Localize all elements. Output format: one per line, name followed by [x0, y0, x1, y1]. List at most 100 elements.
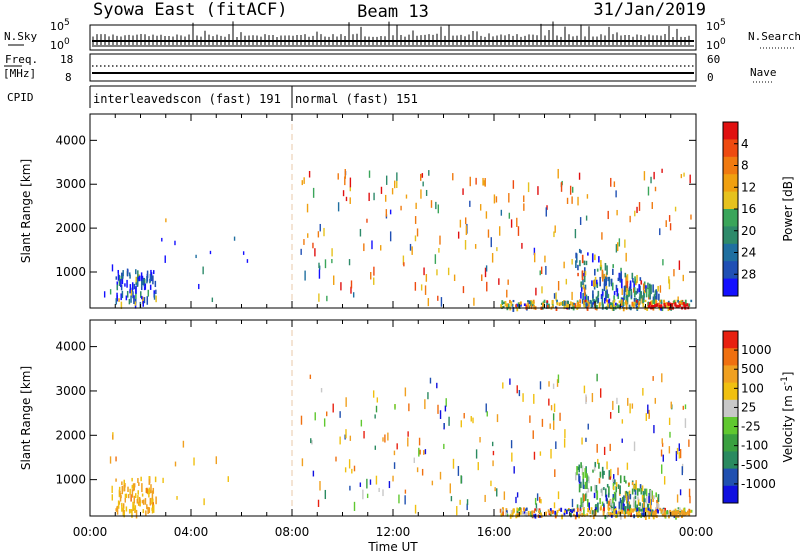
velocity-echo	[670, 401, 672, 409]
velocity-echo	[639, 513, 642, 517]
power-echo	[490, 237, 492, 248]
power-echo	[344, 169, 346, 179]
velocity-echo	[301, 458, 304, 467]
power-echo	[591, 280, 593, 287]
velocity-echo	[119, 490, 121, 496]
velocity-echo	[416, 467, 419, 473]
power-echo	[666, 305, 669, 309]
velocity-echo	[123, 479, 125, 489]
velocity-echo	[375, 405, 378, 413]
power-echo	[154, 280, 157, 288]
power-echo	[678, 260, 681, 270]
power-echo	[652, 300, 655, 304]
power-echo	[164, 255, 166, 263]
power-echo	[500, 304, 503, 308]
power-echo	[633, 287, 636, 296]
velocity-echo	[607, 500, 609, 510]
velocity-echo	[407, 437, 409, 447]
power-echo	[140, 291, 142, 298]
velocity-echo	[622, 507, 625, 510]
power-echo	[607, 276, 610, 282]
power-echo	[674, 206, 677, 212]
power-echo	[411, 246, 413, 255]
velocity-echo	[627, 495, 629, 502]
colorbar-tick-label: 12	[741, 180, 756, 194]
velocity-echo	[653, 495, 655, 499]
velocity-echo	[348, 459, 351, 469]
power-echo	[428, 170, 430, 176]
velocity-echo	[550, 405, 553, 411]
velocity-echo	[115, 508, 117, 512]
velocity-echo	[527, 510, 530, 515]
velocity-echo	[674, 508, 677, 512]
velocity-echo	[603, 446, 606, 455]
velocity-echo	[564, 508, 567, 512]
power-echo	[557, 168, 559, 179]
power-echo	[142, 296, 144, 304]
velocity-echo	[618, 501, 621, 511]
power-echo	[689, 174, 691, 184]
velocity-echo	[681, 510, 684, 514]
power-echo	[580, 250, 582, 254]
power-echo	[501, 300, 504, 306]
power-echo	[153, 293, 156, 300]
velocity-echo	[668, 514, 670, 519]
velocity-echo	[644, 498, 646, 503]
power-echo	[647, 186, 650, 196]
power-colorbar-swatch	[723, 191, 738, 210]
y-tick-label: 1000	[55, 265, 86, 279]
velocity-echo	[642, 497, 645, 503]
power-echo	[479, 204, 482, 211]
power-echo	[613, 299, 616, 302]
power-echo	[648, 302, 651, 306]
velocity-echo	[484, 494, 486, 502]
velocity-echo	[134, 505, 137, 513]
power-echo	[318, 293, 320, 302]
power-echo	[624, 239, 626, 248]
power-echo	[603, 297, 606, 304]
power-echo	[583, 288, 586, 295]
power-echo	[380, 186, 383, 194]
power-echo	[318, 262, 320, 269]
power-echo	[600, 294, 603, 300]
colorbar-tick-label: -100	[741, 439, 768, 453]
velocity-echo	[516, 512, 519, 518]
velocity-echo	[615, 485, 618, 493]
power-echo	[590, 300, 593, 308]
power-echo	[389, 231, 392, 242]
velocity-echo	[613, 504, 615, 509]
velocity-echo	[644, 515, 647, 521]
power-echo	[675, 304, 678, 308]
power-echo	[667, 302, 670, 306]
power-echo	[117, 269, 119, 274]
velocity-echo	[649, 497, 651, 506]
power-echo	[619, 273, 621, 282]
power-echo	[628, 304, 631, 310]
power-echo	[124, 283, 126, 287]
velocity-echo	[323, 418, 326, 427]
nsearch-tick-bottom: 100	[706, 37, 726, 52]
velocity-echo	[552, 421, 555, 430]
power-echo	[135, 298, 137, 304]
power-echo	[621, 278, 623, 289]
velocity-echo	[332, 403, 334, 413]
power-echo	[149, 284, 152, 290]
power-echo	[133, 283, 136, 290]
velocity-echo	[554, 469, 556, 478]
power-echo	[400, 205, 402, 211]
y-tick-label: 4000	[55, 133, 86, 147]
velocity-echo	[655, 507, 657, 512]
velocity-echo	[606, 483, 609, 488]
velocity-echo	[555, 441, 557, 449]
power-echo	[622, 304, 624, 309]
velocity-echo	[582, 472, 585, 480]
velocity-echo	[516, 507, 519, 511]
power-echo	[612, 306, 615, 312]
velocity-echo	[362, 489, 364, 500]
power-echo	[569, 301, 572, 306]
velocity-echo	[501, 508, 503, 514]
velocity-echo	[519, 507, 521, 510]
power-echo	[607, 294, 610, 299]
power-echo	[669, 223, 672, 231]
velocity-echo	[597, 458, 599, 465]
